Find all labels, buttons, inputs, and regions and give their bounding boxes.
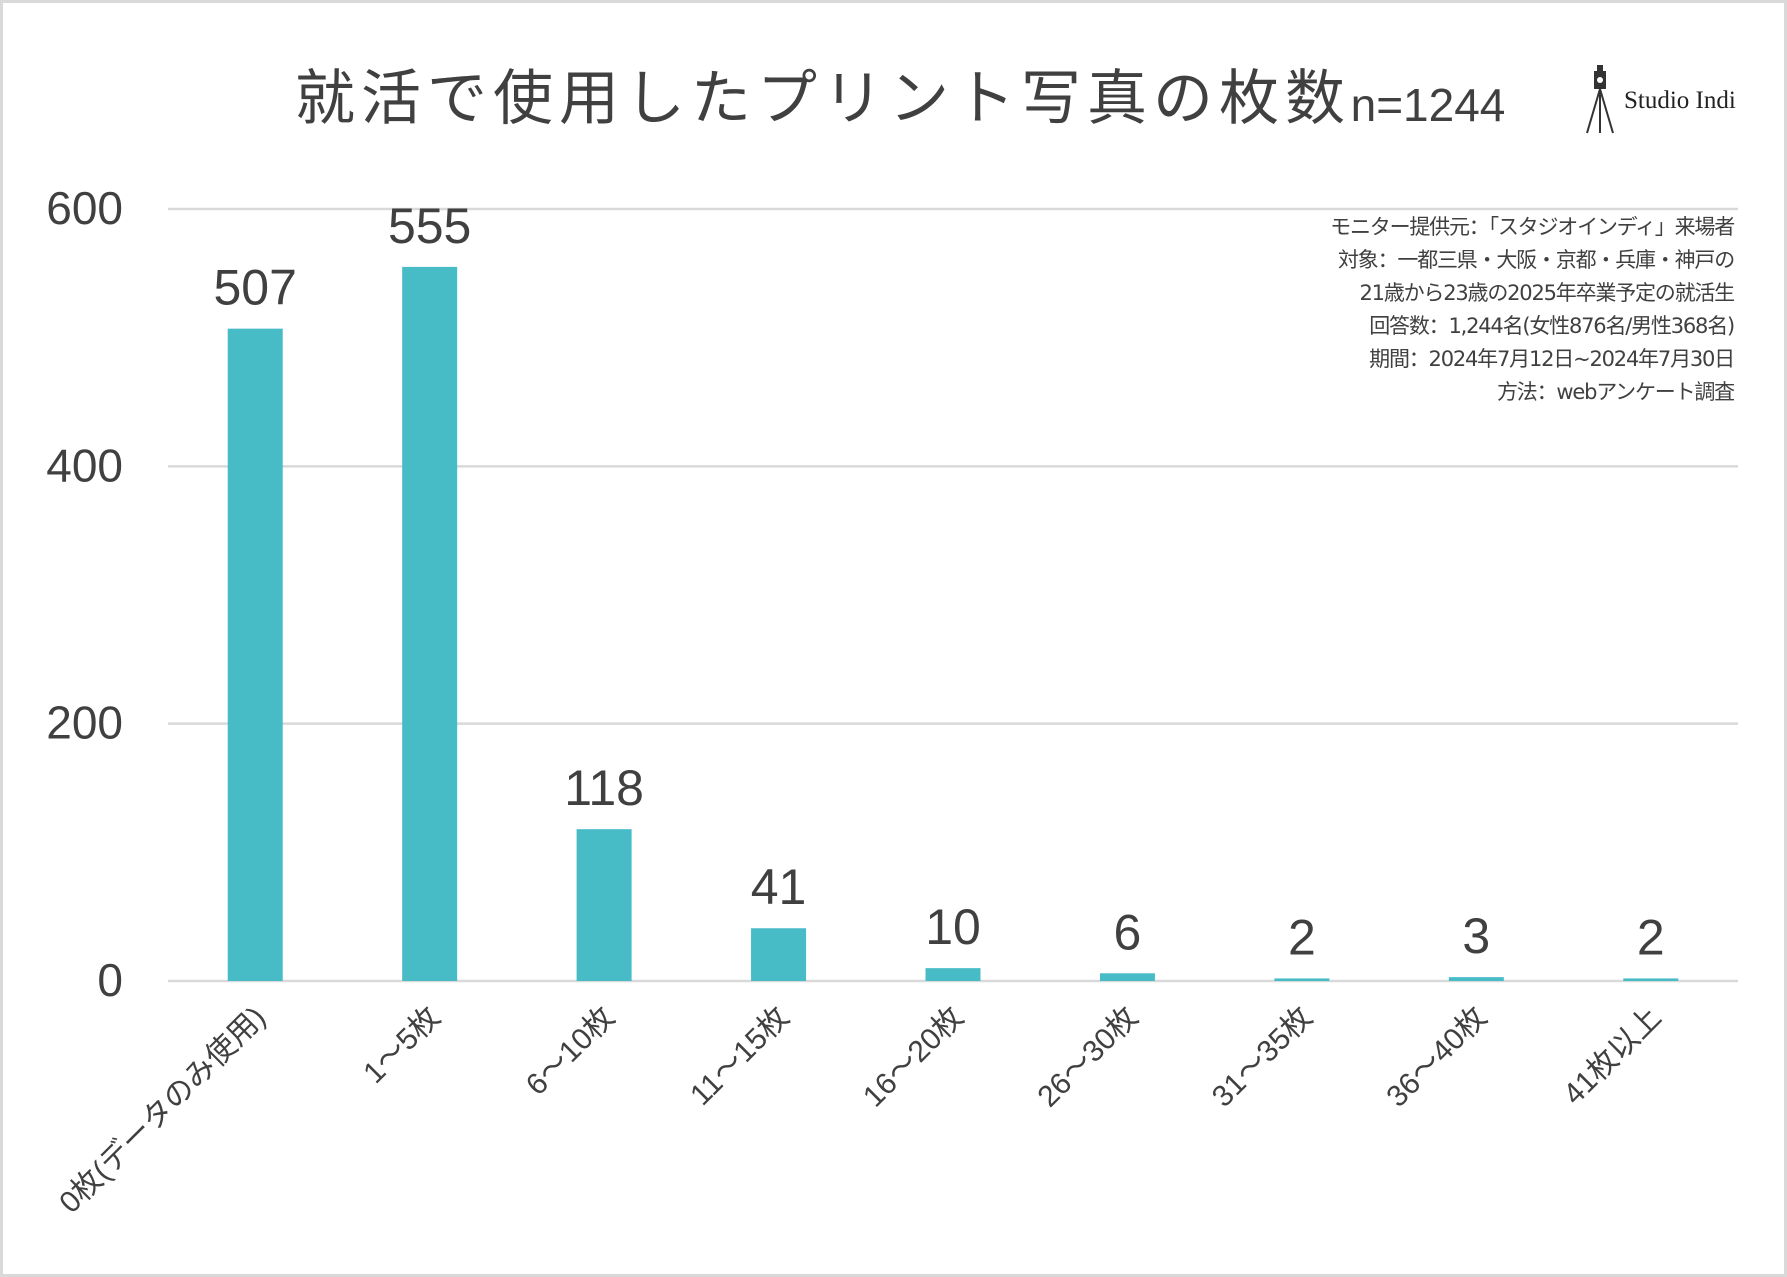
y-tick-label: 0 bbox=[97, 954, 123, 1006]
y-tick-label: 400 bbox=[46, 439, 123, 491]
data-label: 2 bbox=[1637, 909, 1665, 965]
studio-indi-logo: Studio Indi bbox=[1581, 63, 1751, 138]
note-line: 方法：webアンケート調査 bbox=[1497, 380, 1735, 404]
note-line: 期間：2024年7月12日~2024年7月30日 bbox=[1369, 347, 1735, 371]
x-tick-label: 41枚以上 bbox=[1557, 1001, 1668, 1112]
bar bbox=[1623, 978, 1679, 981]
data-label: 507 bbox=[214, 260, 297, 316]
chart-title: 就活で使用したプリント写真の枚数 bbox=[295, 65, 1351, 132]
x-tick-label: 1～5枚 bbox=[357, 1001, 446, 1090]
bar bbox=[1274, 978, 1330, 981]
data-label: 118 bbox=[564, 760, 644, 816]
data-label: 2 bbox=[1288, 909, 1316, 965]
note-line: モニター提供元：「スタジオインディ」来場者 bbox=[1330, 215, 1735, 239]
camera-tripod-icon bbox=[1586, 65, 1614, 134]
data-label: 6 bbox=[1114, 904, 1142, 960]
bar bbox=[402, 266, 458, 981]
bar bbox=[751, 928, 807, 981]
x-tick-label: 26～30枚 bbox=[1031, 1001, 1144, 1114]
data-label: 41 bbox=[751, 859, 807, 915]
x-tick-label: 31～35枚 bbox=[1206, 1001, 1319, 1114]
y-tick-label: 600 bbox=[46, 182, 123, 234]
bar-chart: 就活で使用したプリント写真の枚数 n=1244 0 200 400 600 507 55… bbox=[46, 65, 1738, 1220]
data-label: 3 bbox=[1462, 908, 1490, 964]
x-tick-label: 0枚(データのみ使用) bbox=[53, 1001, 272, 1220]
y-tick-label: 200 bbox=[46, 697, 123, 749]
x-tick-label: 6～10枚 bbox=[520, 1001, 621, 1102]
x-tick-label: 36～40枚 bbox=[1380, 1001, 1493, 1114]
note-line: 21歳から23歳の2025年卒業予定の就活生 bbox=[1359, 281, 1736, 305]
x-tick-label: 16～20枚 bbox=[857, 1001, 970, 1114]
data-label: 10 bbox=[925, 899, 981, 955]
bar bbox=[227, 328, 283, 981]
logo-text: Studio Indi bbox=[1624, 87, 1736, 114]
bar bbox=[1099, 973, 1155, 981]
bar bbox=[576, 829, 632, 981]
note-line: 回答数：1,244名(女性876名/男性368名) bbox=[1369, 314, 1735, 338]
data-label: 555 bbox=[388, 198, 471, 254]
chart-subtitle: n=1244 bbox=[1351, 79, 1506, 131]
x-tick-label: 11～15枚 bbox=[684, 1001, 795, 1112]
survey-notes: モニター提供元：「スタジオインディ」来場者 対象：一都三県・大阪・京都・兵庫・神… bbox=[1330, 211, 1736, 409]
bar bbox=[1448, 977, 1504, 981]
bar bbox=[925, 968, 981, 981]
note-line: 対象：一都三県・大阪・京都・兵庫・神戸の bbox=[1338, 248, 1735, 272]
